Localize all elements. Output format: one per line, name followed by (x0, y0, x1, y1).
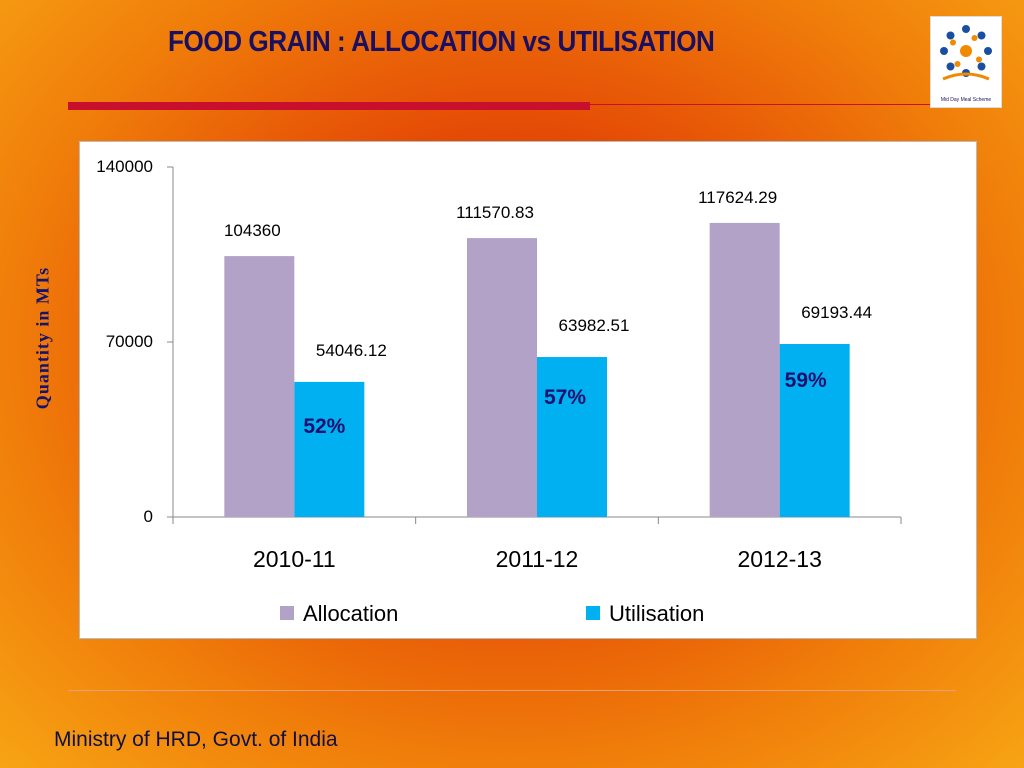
utilisation-bar (537, 357, 607, 517)
x-tick-label: 2010-11 (253, 546, 336, 572)
legend-label: Allocation (303, 601, 398, 626)
chart-panel: 0 70000 140000 104360 54046.12 52% 2010-11 1115… (79, 141, 977, 639)
y-tick-label: 0 (144, 507, 153, 526)
y-tick-label: 70000 (106, 332, 153, 351)
utilisation-percent-label: 57% (544, 386, 586, 409)
logo-emblem-icon (940, 25, 992, 81)
data-label: 54046.12 (316, 341, 387, 360)
utilisation-percent-label: 59% (785, 369, 827, 392)
title-underline-thin (590, 104, 930, 105)
y-axis-label: Quantity in MTs (32, 266, 53, 410)
data-label: 104360 (224, 221, 281, 240)
allocation-bar (709, 222, 780, 517)
x-tick-label: 2011-12 (496, 546, 579, 572)
logo-caption: Mid Day Meal Scheme (940, 97, 992, 103)
allocation-bar (224, 256, 295, 517)
legend-label: Utilisation (609, 601, 704, 626)
data-label: 111570.83 (456, 203, 534, 222)
utilisation-bar (779, 344, 850, 517)
data-label: 69193.44 (801, 303, 872, 322)
utilisation-bar (294, 381, 365, 517)
data-label: 63982.51 (559, 316, 630, 335)
allocation-bar (467, 238, 537, 517)
legend-swatch (280, 606, 294, 620)
slide-title: FOOD GRAIN : ALLOCATION vs UTILISATION (168, 26, 715, 58)
footer-divider (68, 690, 956, 691)
bar-chart: 0 70000 140000 104360 54046.12 52% 2010-11 1115… (96, 157, 902, 626)
legend-swatch (586, 606, 600, 620)
y-tick-label: 140000 (96, 157, 153, 176)
utilisation-percent-label: 52% (303, 415, 345, 438)
title-underline (68, 102, 590, 110)
footer-text: Ministry of HRD, Govt. of India (54, 728, 338, 751)
data-label: 117624.29 (698, 188, 777, 207)
x-tick-label: 2012-13 (737, 546, 821, 572)
mid-day-meal-logo: Mid Day Meal Scheme (930, 16, 1002, 108)
